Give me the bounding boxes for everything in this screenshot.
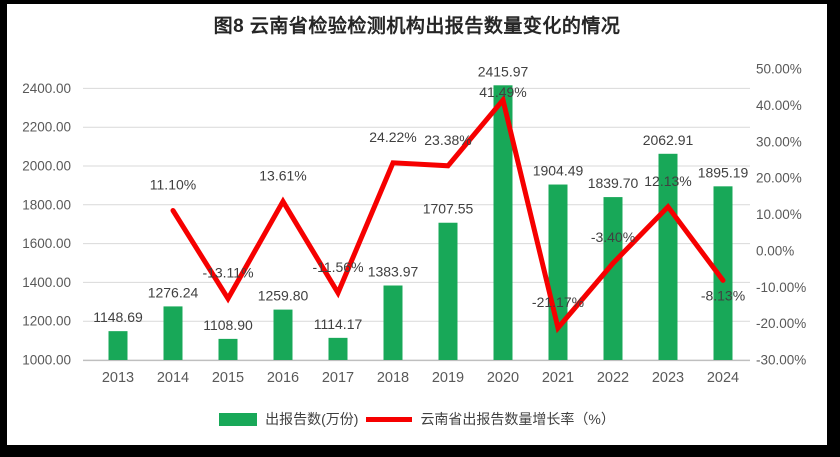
right-axis-tick-label: 40.00%	[756, 98, 802, 113]
bar-2020	[493, 85, 513, 360]
bar-2022	[603, 197, 623, 360]
bar-2019	[438, 222, 458, 360]
bar-2021	[548, 184, 568, 360]
bar-label: 2415.97	[478, 63, 529, 79]
growth-rate-line	[170, 94, 726, 334]
bar-label: 1114.17	[314, 316, 363, 332]
line-label: -13.11%	[202, 265, 253, 281]
bar-2023	[658, 153, 678, 360]
bar-label: 1259.80	[258, 288, 309, 304]
x-axis-year-label: 2017	[322, 370, 354, 386]
combo-chart: 1148.69 1276.24 1108.90 1259.80 1114.17 1383.…	[22, 62, 806, 387]
line-label: -21.17%	[532, 294, 584, 310]
right-axis-tick-label: 0.00%	[756, 243, 794, 258]
left-axis-tick-label: 2200.00	[22, 120, 71, 135]
right-axis-tick-label: 30.00%	[756, 134, 802, 149]
chart-title: 图8 云南省检验检测机构出报告数量变化的情况	[213, 16, 621, 37]
bar-2013	[108, 331, 128, 360]
x-axis-year-label: 2013	[102, 370, 134, 386]
bar-label: 1276.24	[148, 284, 199, 300]
left-axis-tick-label: 1600.00	[22, 236, 71, 251]
line-label: -8.13%	[701, 287, 745, 303]
right-axis-tick-label: 20.00%	[756, 171, 802, 186]
x-axis-year-label: 2024	[707, 370, 739, 386]
bar-label: 1895.19	[698, 164, 749, 180]
chart-canvas: 图8 云南省检验检测机构出报告数量变化的情况 1148.69 1276.24 110…	[7, 4, 827, 445]
right-axis-tick-label: -30.00%	[756, 353, 806, 368]
line-label: 11.10%	[150, 176, 196, 192]
bar-label: 1383.97	[368, 264, 419, 280]
legend-line-label: 云南省出报告数量增长率（%）	[420, 411, 615, 427]
line-label: 41.49%	[479, 84, 526, 100]
left-axis-tick-label: 2000.00	[22, 159, 71, 174]
chart-legend: 出报告数(万份) 云南省出报告数量增长率（%）	[7, 409, 827, 429]
x-axis-year-label: 2021	[542, 370, 574, 386]
right-axis-tick-label: -10.00%	[756, 280, 806, 295]
x-axis-year-label: 2022	[597, 370, 629, 386]
bar-2015	[218, 338, 238, 360]
bar-label: 1108.90	[203, 317, 253, 333]
left-axis-tick-label: 1800.00	[22, 197, 71, 212]
x-axis-year-label: 2016	[267, 370, 299, 386]
x-axis-year-label: 2019	[432, 370, 464, 386]
line-label: 12.13%	[644, 173, 691, 189]
left-axis-tick-label: 2400.00	[22, 81, 71, 96]
bar-2017	[328, 337, 348, 360]
bar-label: 1839.70	[588, 175, 639, 191]
legend-bar-label: 出报告数(万份)	[265, 411, 359, 427]
bar-label: 2062.91	[643, 132, 694, 148]
bar-label: 1904.49	[533, 163, 584, 179]
x-axis-year-label: 2014	[157, 370, 189, 386]
right-axis-tick-label: 50.00%	[756, 62, 802, 77]
legend-bar-swatch-icon	[219, 412, 258, 426]
bar-2018	[383, 285, 403, 360]
x-axis-year-label: 2023	[652, 370, 684, 386]
bar-label: 1148.69	[93, 309, 143, 325]
bar-2014	[163, 306, 183, 360]
x-axis-year-label: 2015	[212, 370, 244, 386]
bar-2024	[713, 186, 733, 360]
bar-label: 1707.55	[423, 201, 474, 217]
line-label: 23.38%	[424, 132, 471, 148]
right-axis-tick-label: -20.00%	[756, 316, 806, 331]
line-label: 13.61%	[259, 167, 306, 183]
x-axis-year-label: 2018	[377, 370, 409, 386]
line-label: -3.40%	[591, 229, 635, 245]
bar-2016	[273, 309, 293, 360]
x-axis-year-label: 2020	[487, 370, 519, 386]
legend-line-swatch-icon	[366, 416, 413, 422]
right-axis-tick-label: 10.00%	[756, 207, 802, 222]
left-axis-tick-label: 1200.00	[22, 314, 71, 329]
line-label: 24.22%	[369, 129, 416, 145]
line-label: -11.56%	[312, 259, 363, 275]
left-axis-tick-label: 1000.00	[22, 353, 71, 368]
left-axis-tick-label: 1400.00	[22, 275, 71, 290]
